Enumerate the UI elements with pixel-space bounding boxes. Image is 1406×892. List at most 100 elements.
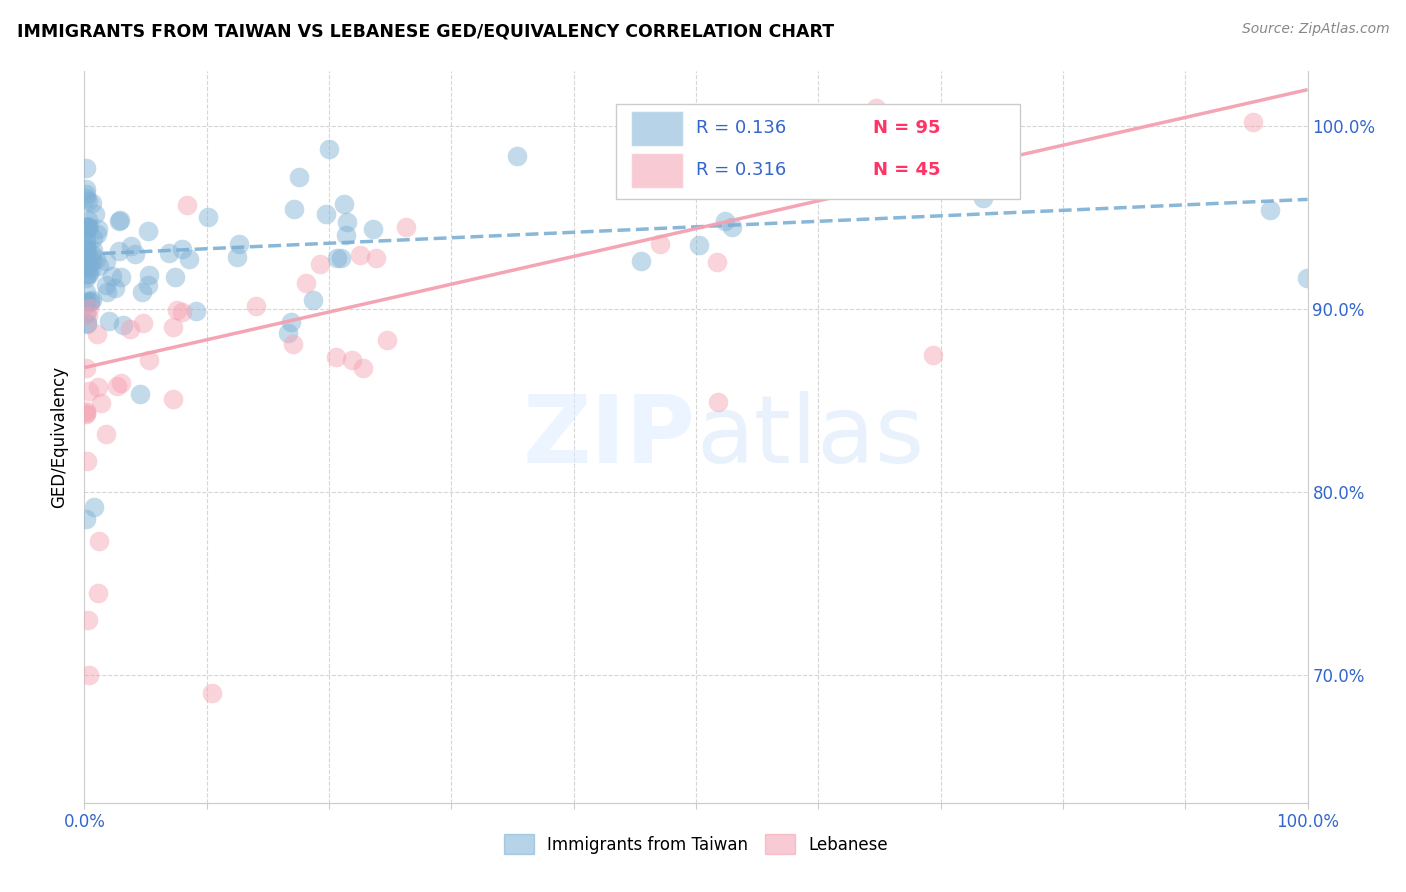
Point <box>77 259 100 273</box>
Point <box>228 237 250 252</box>
Point <box>76 317 98 331</box>
Point <box>315 207 337 221</box>
Point <box>75 223 97 237</box>
Point <box>361 222 384 236</box>
Point <box>75 285 97 299</box>
Point <box>75 407 97 421</box>
Point <box>325 350 347 364</box>
Point <box>76 317 98 331</box>
Point <box>295 276 318 290</box>
Point <box>335 228 357 243</box>
FancyBboxPatch shape <box>631 111 682 146</box>
Point <box>75 246 97 260</box>
Point <box>630 254 652 268</box>
Point <box>112 318 135 332</box>
Point <box>132 316 155 330</box>
Point <box>721 220 744 235</box>
Point <box>75 270 97 285</box>
Point <box>75 231 97 245</box>
Point <box>110 376 132 390</box>
Point <box>89 260 111 274</box>
Point <box>75 247 97 261</box>
Point <box>329 252 352 266</box>
Point <box>318 142 340 156</box>
Point <box>136 224 159 238</box>
Point <box>77 260 100 274</box>
Point <box>226 250 249 264</box>
Point <box>136 278 159 293</box>
Point <box>77 268 100 282</box>
Point <box>176 197 198 211</box>
Point <box>75 512 97 526</box>
Point <box>75 406 97 420</box>
Point <box>75 404 97 418</box>
Text: N = 45: N = 45 <box>873 161 941 179</box>
Point <box>201 686 224 700</box>
Point <box>76 220 98 235</box>
Point <box>82 244 104 258</box>
Point <box>75 267 97 281</box>
Point <box>706 255 728 269</box>
FancyBboxPatch shape <box>631 153 682 187</box>
Point <box>75 219 97 233</box>
Point <box>80 253 103 268</box>
Point <box>75 297 97 311</box>
Point <box>349 248 371 262</box>
Point <box>105 378 128 392</box>
Point <box>77 267 100 281</box>
Point <box>77 194 100 208</box>
Point <box>375 333 398 347</box>
Point <box>77 667 100 681</box>
Point <box>79 219 101 234</box>
Point <box>76 220 98 235</box>
Point <box>364 251 387 265</box>
Point <box>138 268 160 282</box>
Point <box>96 277 118 292</box>
Point <box>197 210 219 224</box>
Text: N = 95: N = 95 <box>873 120 941 137</box>
Point <box>505 149 527 163</box>
Point <box>82 196 104 211</box>
Point <box>75 235 97 249</box>
Point <box>283 202 305 217</box>
Point <box>336 215 359 229</box>
Point <box>75 182 97 196</box>
Point <box>79 293 101 308</box>
Point <box>394 219 416 234</box>
Point <box>650 236 672 251</box>
Point <box>107 244 129 259</box>
Point <box>75 221 97 235</box>
Point <box>75 244 97 258</box>
Point <box>94 427 117 442</box>
Text: ZIP: ZIP <box>523 391 696 483</box>
Point <box>75 307 97 321</box>
Point <box>121 239 143 253</box>
FancyBboxPatch shape <box>616 104 1021 200</box>
Point <box>162 392 184 406</box>
Text: R = 0.316: R = 0.316 <box>696 161 786 179</box>
Point <box>79 384 101 398</box>
Point <box>1296 270 1319 285</box>
Point <box>77 301 100 315</box>
Point <box>75 187 97 202</box>
Point <box>86 227 108 241</box>
Point <box>80 247 103 261</box>
Point <box>83 500 105 514</box>
Point <box>80 293 103 307</box>
Point <box>131 285 153 300</box>
Point <box>707 395 730 409</box>
Point <box>972 191 994 205</box>
Point <box>76 454 98 468</box>
Point <box>922 348 945 362</box>
Point <box>79 295 101 310</box>
Point <box>1258 202 1281 217</box>
Point <box>75 161 97 176</box>
Point <box>76 613 98 627</box>
Point <box>101 268 124 283</box>
Y-axis label: GED/Equivalency: GED/Equivalency <box>51 366 69 508</box>
Point <box>98 313 121 327</box>
Point <box>75 241 97 255</box>
Point <box>84 207 107 221</box>
Point <box>301 293 323 307</box>
Point <box>688 237 710 252</box>
